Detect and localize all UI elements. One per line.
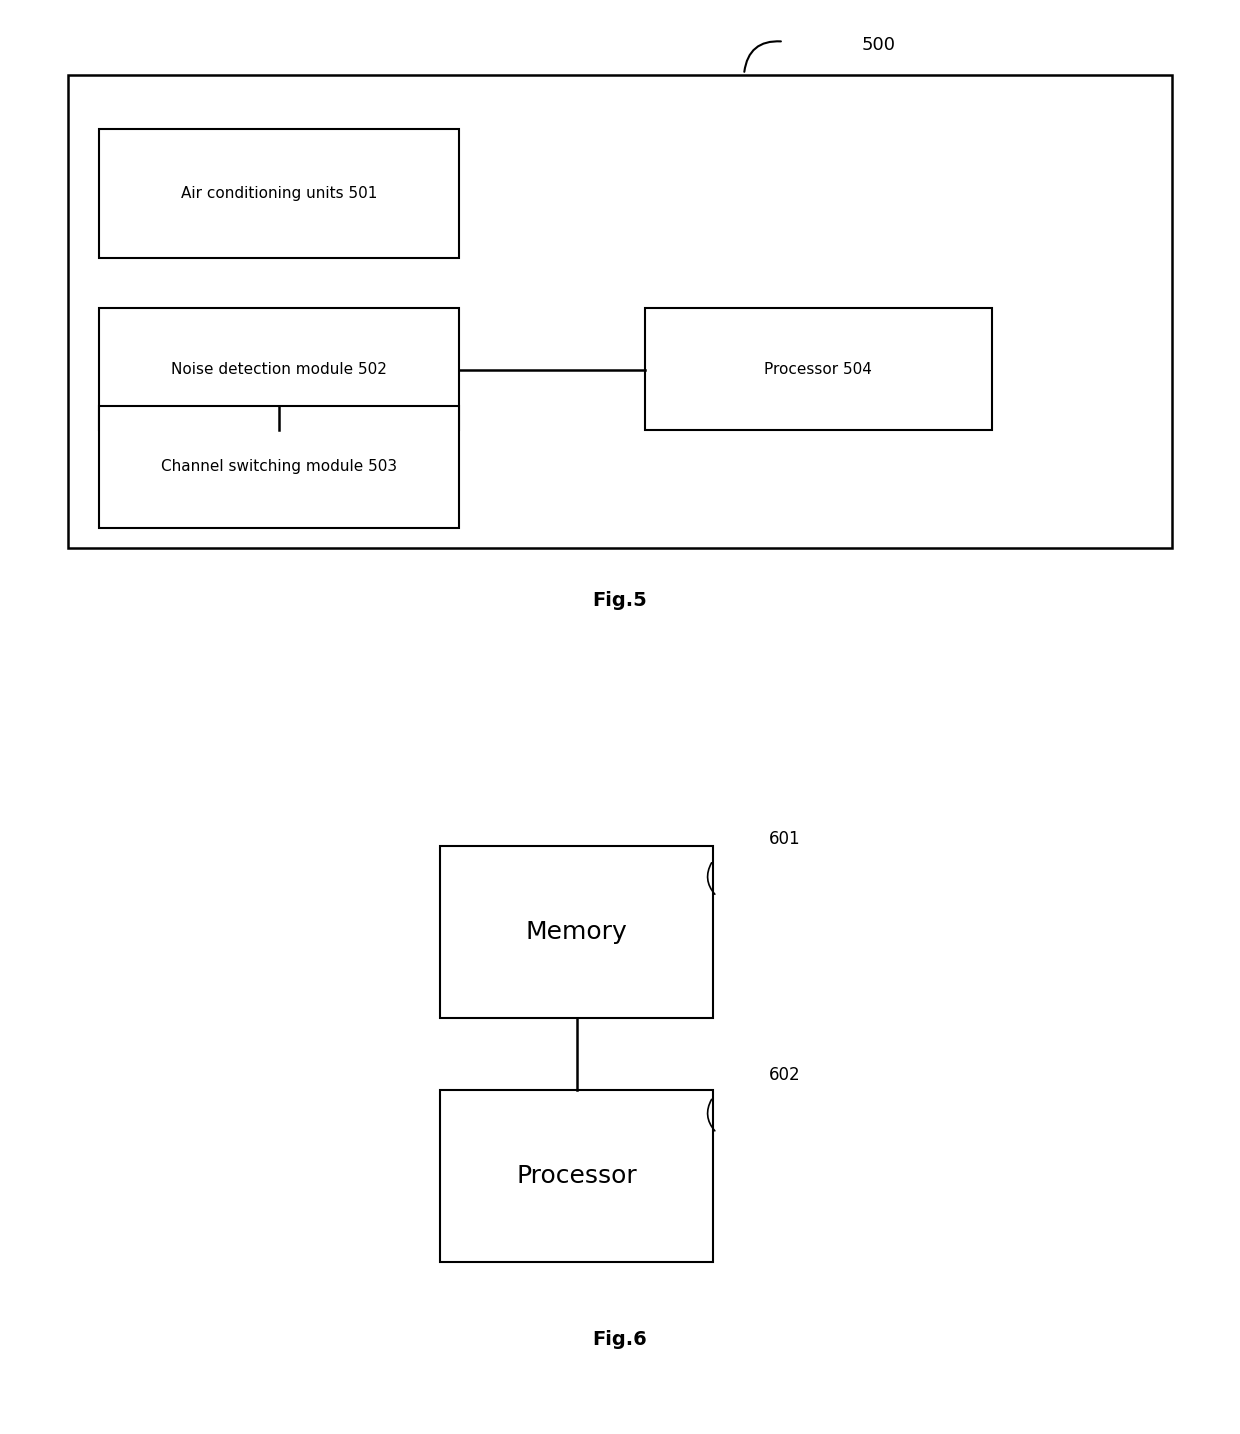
- Text: Processor 504: Processor 504: [765, 361, 872, 377]
- Text: Memory: Memory: [526, 921, 627, 944]
- Bar: [645, 308, 992, 430]
- Text: Processor: Processor: [516, 1164, 637, 1187]
- Text: Fig.6: Fig.6: [593, 1329, 647, 1349]
- Bar: [440, 1090, 713, 1262]
- Text: Noise detection module 502: Noise detection module 502: [171, 361, 387, 377]
- Bar: [99, 129, 459, 258]
- Bar: [68, 75, 1172, 548]
- Bar: [440, 846, 713, 1018]
- Bar: [99, 308, 459, 430]
- Text: Air conditioning units 501: Air conditioning units 501: [181, 186, 377, 201]
- Text: 601: 601: [769, 830, 801, 847]
- Text: 500: 500: [862, 36, 895, 54]
- Text: Fig.5: Fig.5: [593, 591, 647, 609]
- Text: 602: 602: [769, 1067, 801, 1084]
- Bar: [99, 406, 459, 528]
- Text: Channel switching module 503: Channel switching module 503: [161, 459, 397, 475]
